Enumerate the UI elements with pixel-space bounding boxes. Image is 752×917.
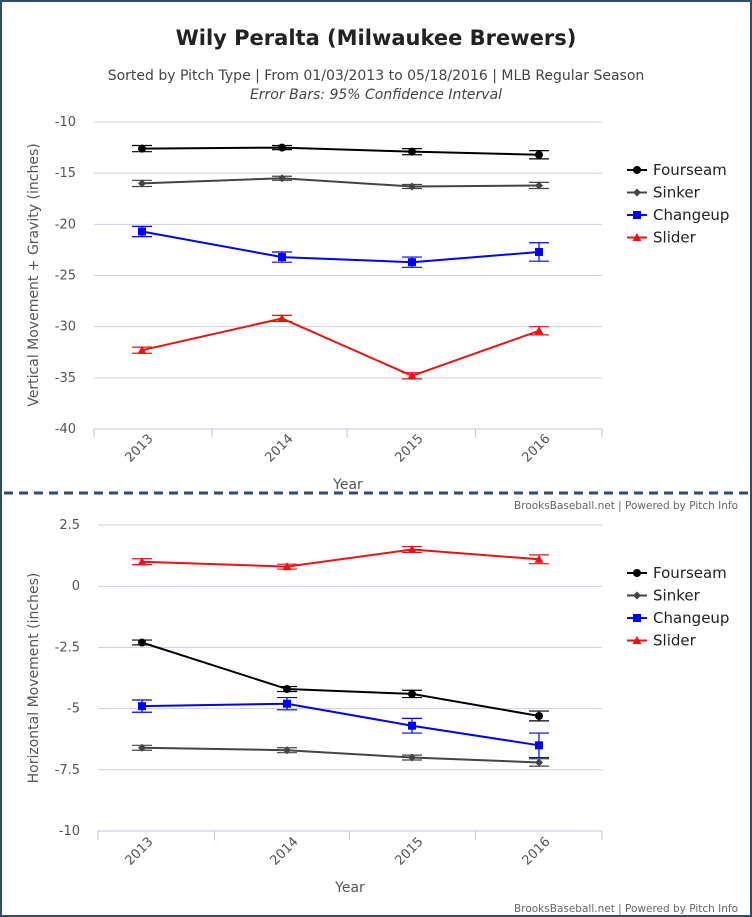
legend-label: Changeup: [653, 206, 729, 224]
y-tick-label: -2.5: [55, 640, 80, 655]
sinker-point: [535, 181, 543, 190]
slider-point: [534, 326, 544, 335]
chart-title: Wily Peralta (Milwaukee Brewers): [176, 26, 577, 50]
sinker-line: [141, 746, 540, 764]
legend-item-slider: Slider: [627, 632, 697, 650]
legend-label: Slider: [653, 632, 697, 650]
y-tick-label: 0: [72, 579, 80, 594]
slider-line: [141, 548, 540, 568]
legend-label: Fourseam: [653, 161, 727, 179]
slider-point: [277, 313, 287, 322]
x-tick-label: 2015: [393, 835, 427, 869]
y-tick-label: -35: [55, 371, 76, 386]
credit-top: BrooksBaseball.net | Powered by Pitch In…: [514, 500, 738, 512]
fourseam-point: [408, 689, 416, 698]
sinker-point: [408, 182, 416, 191]
changeup-line: [141, 702, 540, 747]
legend-marker: [632, 636, 642, 644]
legend-label: Sinker: [653, 587, 701, 605]
x-tick-label: 2013: [123, 835, 157, 869]
changeup-point: [535, 247, 543, 256]
legend-item-fourseam: Fourseam: [627, 564, 727, 582]
x-axis-label: Year: [334, 880, 365, 896]
fourseam-point: [138, 144, 146, 153]
x-tick-label: 2016: [520, 432, 554, 466]
legend-label: Sinker: [653, 184, 701, 202]
chart-subtitle: Sorted by Pitch Type | From 01/03/2013 t…: [108, 68, 645, 84]
changeup-point: [138, 702, 146, 711]
sinker-line: [141, 177, 540, 188]
legend-marker: [633, 211, 641, 219]
slider-point: [407, 544, 417, 553]
y-axis-label: Vertical Movement + Gravity (inches): [26, 143, 42, 406]
legend-label: Changeup: [653, 609, 729, 627]
chart-error-note: Error Bars: 95% Confidence Interval: [250, 87, 502, 103]
legend-marker: [633, 188, 641, 197]
slider-point: [534, 554, 544, 563]
legend-label: Fourseam: [653, 564, 727, 582]
slider-point: [137, 557, 147, 566]
y-tick-label: -20: [55, 217, 76, 232]
slider-point: [282, 562, 292, 571]
sinker-point: [278, 174, 286, 183]
fourseam-point: [408, 147, 416, 156]
x-tick-label: 2016: [520, 835, 554, 869]
fourseam-point: [535, 711, 543, 720]
x-tick-label: 2013: [123, 432, 157, 466]
changeup-point: [278, 253, 286, 262]
changeup-line: [141, 230, 540, 264]
legend-marker: [632, 233, 642, 241]
fourseam-line: [141, 641, 540, 717]
fourseam-point: [535, 150, 543, 159]
legend-label: Slider: [653, 229, 697, 247]
y-tick-label: -25: [55, 269, 76, 284]
y-tick-label: -40: [55, 422, 76, 437]
legend-item-changeup: Changeup: [627, 206, 729, 224]
slider-point: [137, 345, 147, 354]
sinker-point: [535, 758, 543, 767]
y-tick-label: -30: [55, 320, 76, 335]
vertical-movement-panel: -10 -15 -20 -25 -30 -35 -40 2013 2014 2015 2016 Yea…: [26, 115, 729, 493]
legend-item-sinker: Sinker: [627, 184, 701, 202]
legend-marker: [633, 614, 641, 622]
x-tick-label: 2014: [263, 432, 297, 466]
legend-item-slider: Slider: [627, 229, 697, 247]
x-tick-label: 2015: [393, 432, 427, 466]
horizontal-movement-panel: 2.5 0 -2.5 -5 -7.5 -10 2013 2014 2015 2016 Year Hor…: [26, 518, 729, 896]
changeup-point: [408, 258, 416, 267]
sinker-point: [283, 746, 291, 755]
y-tick-label: 2.5: [59, 518, 80, 533]
y-tick-label: -7.5: [55, 763, 80, 778]
x-axis-label: Year: [332, 477, 363, 493]
y-tick-label: -10: [55, 115, 76, 130]
legend-item-sinker: Sinker: [627, 587, 701, 605]
changeup-point: [535, 741, 543, 750]
credit-bottom: BrooksBaseball.net | Powered by Pitch In…: [514, 903, 738, 915]
sinker-point: [408, 753, 416, 762]
slider-point: [407, 371, 417, 380]
legend-marker: [633, 569, 641, 577]
sinker-point: [138, 179, 146, 188]
legend-item-fourseam: Fourseam: [627, 161, 727, 179]
slider-line: [141, 317, 540, 377]
changeup-point: [138, 227, 146, 236]
y-axis-label: Horizontal Movement (inches): [26, 573, 42, 784]
legend-item-changeup: Changeup: [627, 609, 729, 627]
changeup-point: [283, 699, 291, 708]
fourseam-line: [141, 146, 540, 156]
legend-marker: [633, 166, 641, 174]
legend-marker: [633, 591, 641, 600]
fourseam-point: [138, 638, 146, 647]
fourseam-point: [278, 143, 286, 152]
changeup-point: [408, 721, 416, 730]
x-tick-label: 2014: [268, 835, 302, 869]
y-tick-label: -15: [55, 166, 76, 181]
y-tick-label: -5: [67, 702, 80, 717]
fourseam-point: [283, 685, 291, 694]
sinker-point: [138, 743, 146, 752]
y-tick-label: -10: [59, 824, 80, 839]
